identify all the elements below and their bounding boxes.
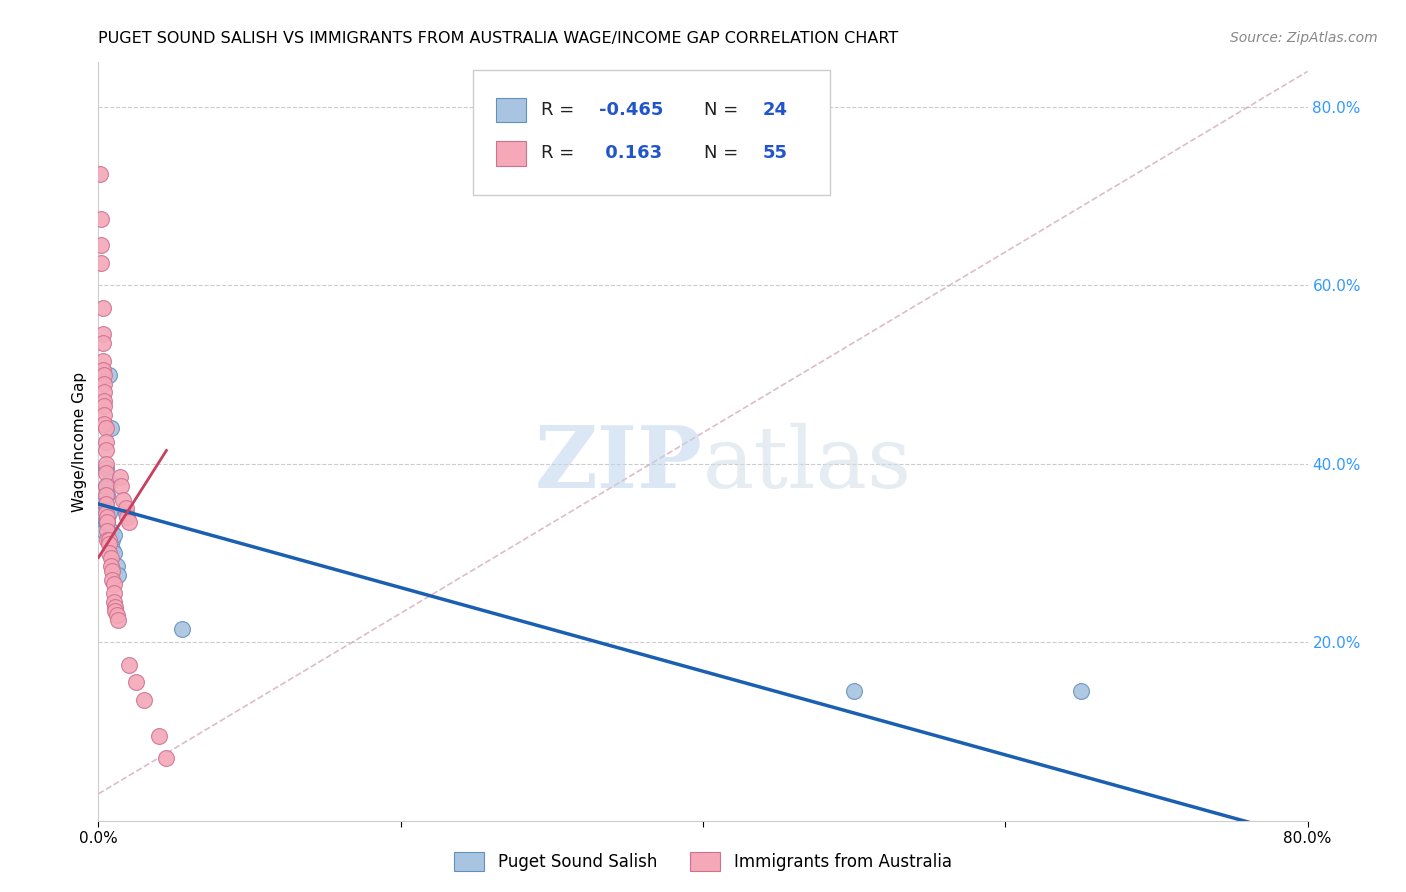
Point [93, 385, 115, 400]
Point [96, 533, 118, 547]
Point [107, 568, 129, 582]
Point [90, 238, 112, 252]
Point [94, 421, 117, 435]
Text: R =: R = [541, 145, 579, 162]
Point [91, 354, 114, 368]
Text: 24: 24 [762, 101, 787, 120]
Point [93, 399, 115, 413]
Text: R =: R = [541, 101, 579, 120]
Point [94, 497, 117, 511]
Point [91, 336, 114, 351]
Point [90, 211, 112, 226]
Point [94, 515, 117, 529]
Point [91, 327, 114, 342]
Point [94, 457, 117, 471]
Point [100, 550, 122, 565]
Point [101, 533, 124, 547]
Point [94, 434, 117, 449]
Point [98, 533, 121, 547]
Point [125, 675, 148, 690]
Point [98, 506, 121, 520]
Point [101, 573, 124, 587]
Y-axis label: Wage/Income Gap: Wage/Income Gap [72, 371, 87, 512]
Point [94, 488, 117, 502]
Point [103, 595, 125, 609]
Text: PUGET SOUND SALISH VS IMMIGRANTS FROM AUSTRALIA WAGE/INCOME GAP CORRELATION CHAR: PUGET SOUND SALISH VS IMMIGRANTS FROM AU… [98, 31, 898, 46]
Point [118, 657, 141, 672]
Point [90, 256, 112, 270]
Point [96, 510, 118, 524]
Point [101, 541, 124, 556]
Point [93, 524, 115, 538]
Point [94, 479, 117, 493]
Text: atlas: atlas [703, 423, 912, 506]
Point [94, 466, 117, 480]
Point [103, 586, 125, 600]
Point [89, 167, 111, 181]
Point [114, 506, 136, 520]
Point [93, 417, 115, 431]
Point [93, 376, 115, 391]
Point [93, 408, 115, 422]
Text: N =: N = [704, 145, 744, 162]
Point [98, 546, 121, 560]
Text: ZIP: ZIP [536, 422, 703, 507]
Text: N =: N = [704, 101, 744, 120]
Point [91, 363, 114, 377]
Point [103, 577, 125, 591]
Point [93, 506, 115, 520]
Point [98, 475, 121, 489]
Point [105, 559, 128, 574]
Point [94, 506, 117, 520]
Point [101, 564, 124, 578]
Point [118, 515, 141, 529]
Point [115, 510, 138, 524]
Point [107, 613, 129, 627]
Point [94, 443, 117, 458]
Text: 0.163: 0.163 [599, 145, 662, 162]
Point [103, 546, 125, 560]
Text: 55: 55 [762, 145, 787, 162]
Point [105, 608, 128, 623]
Point [100, 524, 122, 538]
Point [93, 394, 115, 409]
Point [155, 751, 177, 765]
Point [91, 301, 114, 315]
Point [96, 524, 118, 538]
Point [104, 604, 127, 618]
Point [103, 528, 125, 542]
Point [104, 599, 127, 614]
Point [93, 368, 115, 382]
Point [170, 622, 193, 636]
Point [96, 488, 118, 502]
Point [110, 479, 132, 493]
Bar [496, 98, 526, 122]
Point [98, 368, 121, 382]
FancyBboxPatch shape [474, 70, 830, 195]
Text: Source: ZipAtlas.com: Source: ZipAtlas.com [1230, 31, 1378, 45]
Point [94, 479, 117, 493]
Point [94, 497, 117, 511]
Point [114, 501, 136, 516]
Point [96, 515, 118, 529]
Point [148, 729, 170, 743]
Point [132, 693, 155, 707]
Point [111, 492, 134, 507]
Point [844, 684, 866, 698]
Legend: Puget Sound Salish, Immigrants from Australia: Puget Sound Salish, Immigrants from Aust… [446, 843, 960, 880]
Point [98, 537, 121, 551]
Text: -0.465: -0.465 [599, 101, 664, 120]
Bar [496, 141, 526, 166]
Point [100, 559, 122, 574]
Point [94, 461, 117, 475]
Point [100, 421, 122, 435]
Point [1070, 684, 1092, 698]
Point [108, 470, 131, 484]
Point [91, 497, 114, 511]
Point [96, 515, 118, 529]
